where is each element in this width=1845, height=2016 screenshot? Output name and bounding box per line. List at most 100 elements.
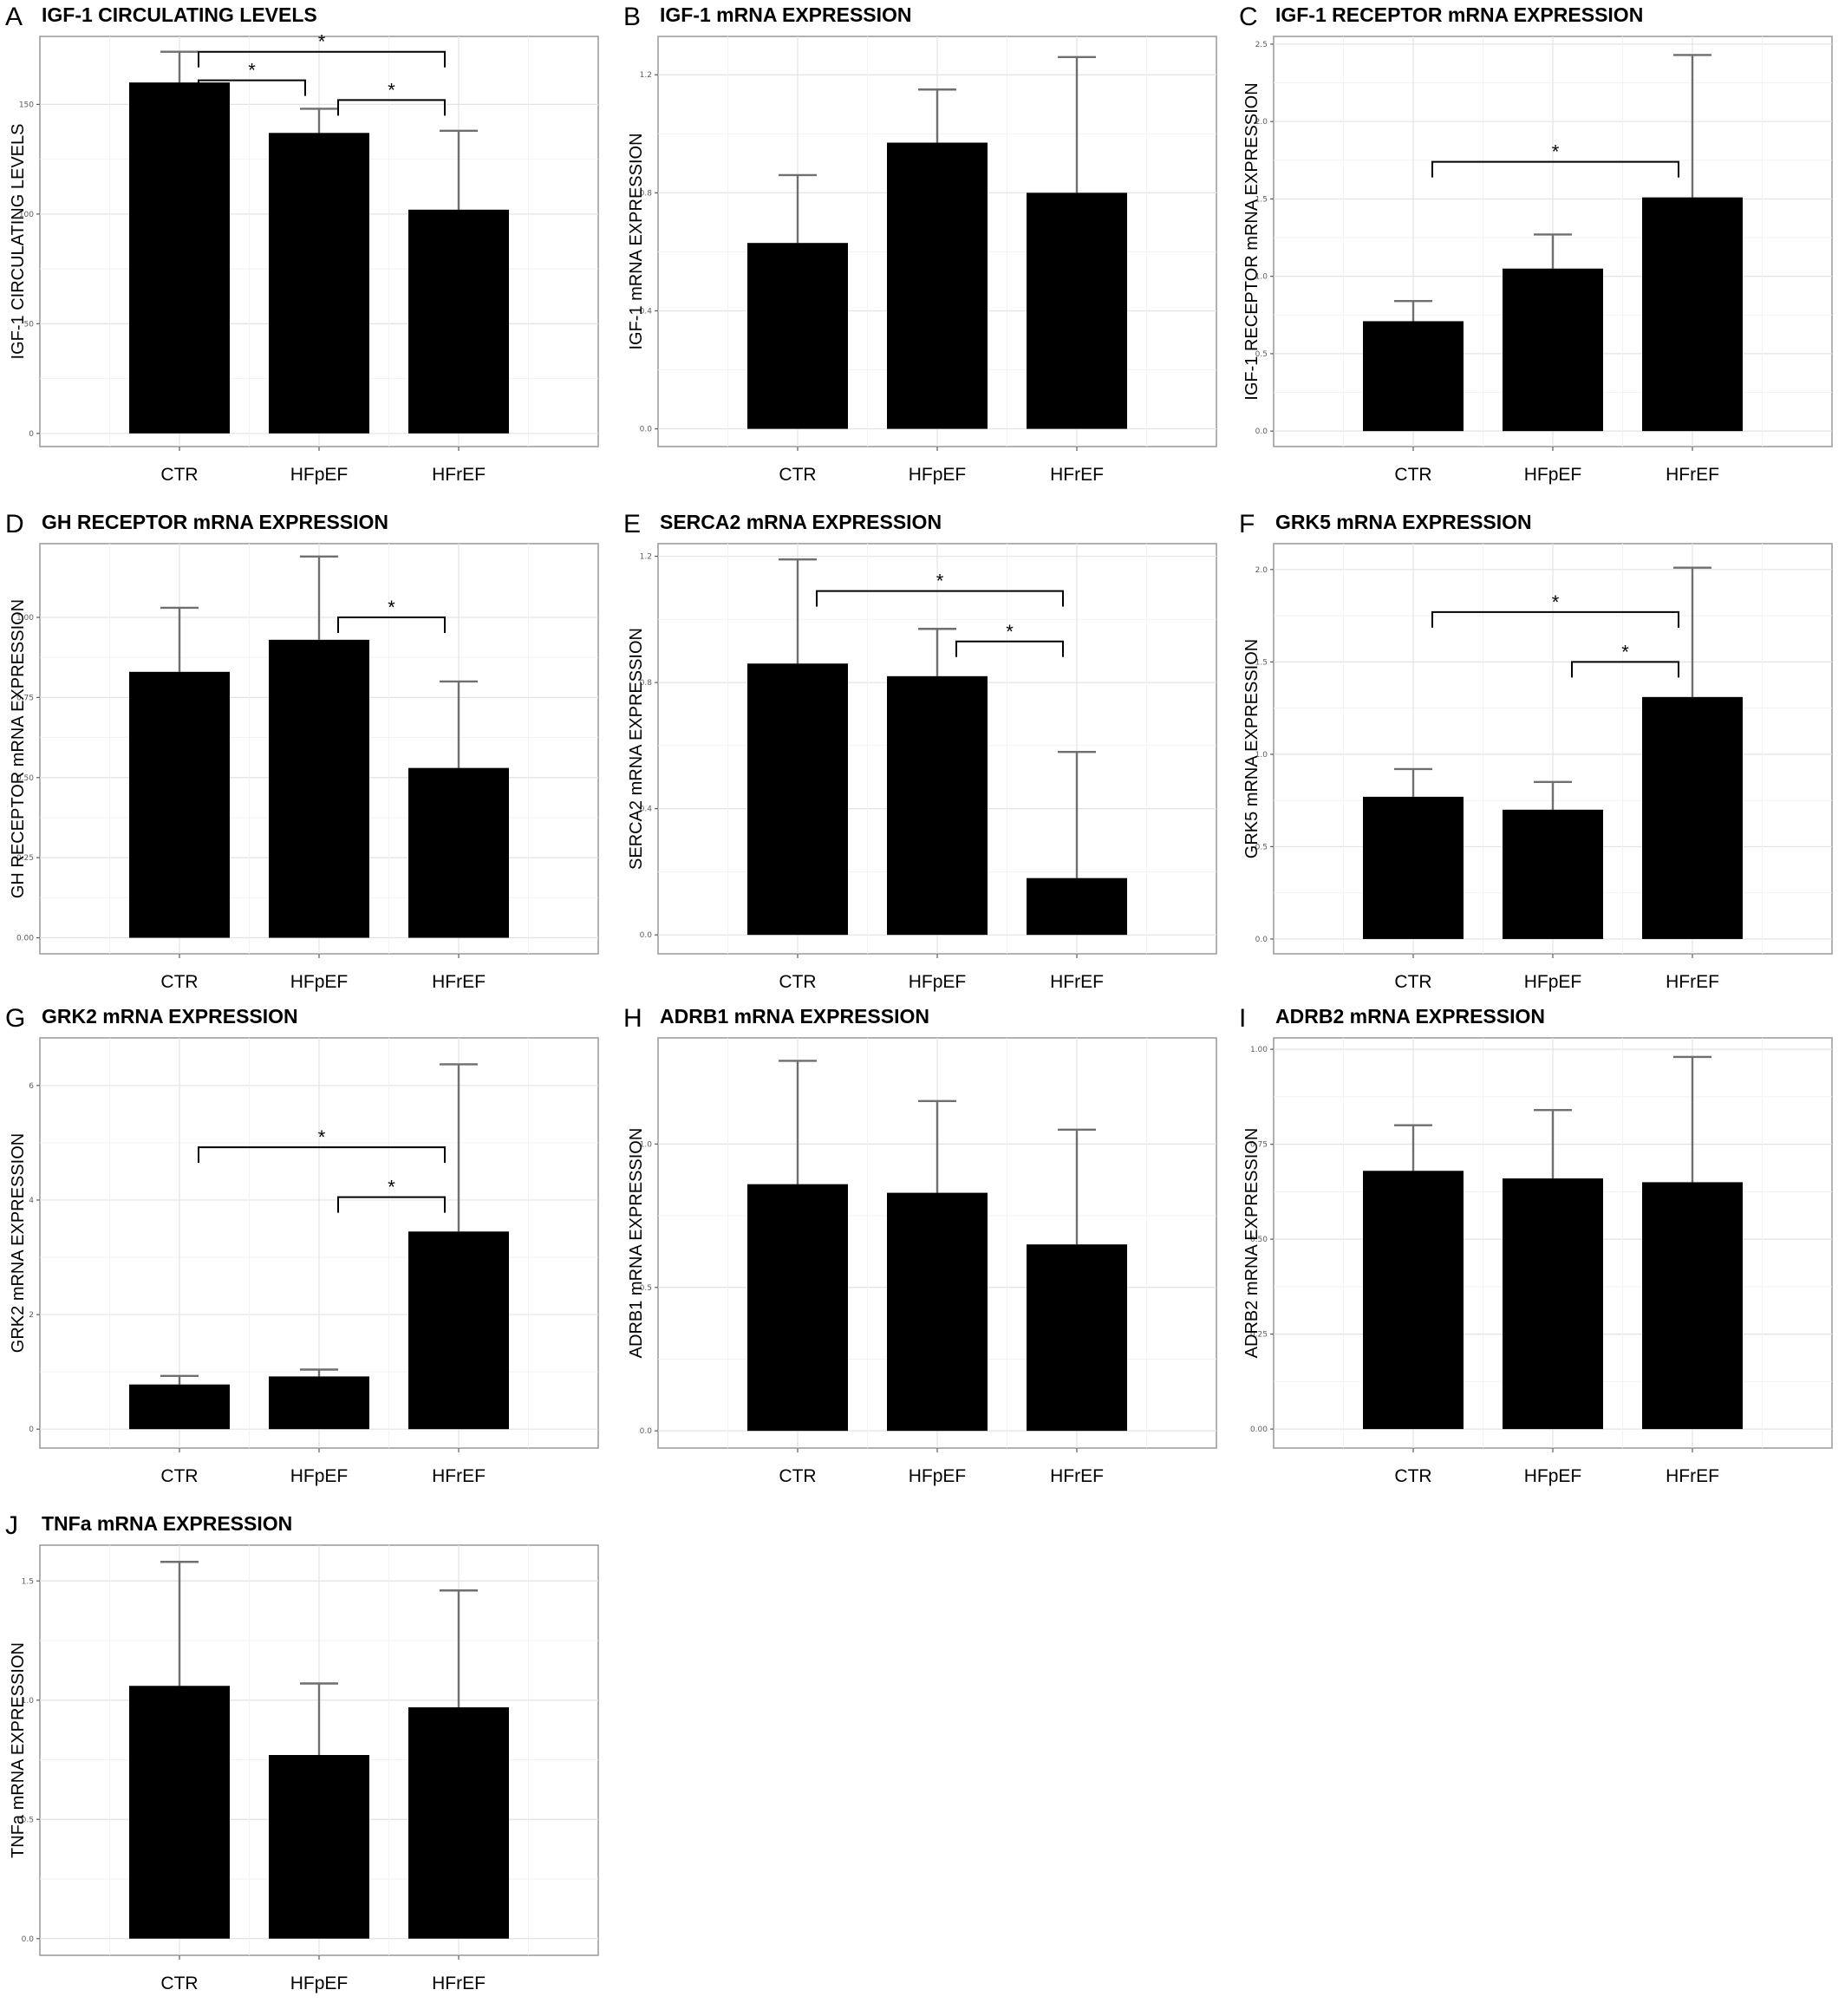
bar-hfref <box>408 209 509 434</box>
error-bar <box>300 1682 338 1755</box>
x-tick-label: HFpEF <box>290 1466 349 1486</box>
panel-f: 0.0 0.5 1.0 1.5 2.0 CTR HFpEF HFrEF * * GRK5 mRNA … <box>1234 507 1845 1015</box>
bar-hfpef <box>887 1192 988 1432</box>
y-tick-label: 0.0 <box>640 931 653 940</box>
chart-i: 0.00 0.25 0.50 0.75 1.00 CTR HFpEF HFrEF ADRB2 m… <box>1239 1004 1833 1486</box>
significance-star: * <box>318 1126 326 1148</box>
chart-e: 0.0 0.4 0.8 1.2 CTR HFpEF HFrEF * * SERCA2 mRNA E… <box>623 510 1217 992</box>
y-tick-label: 0.50 <box>1250 1236 1268 1244</box>
y-axis-label: TNFa mRNA EXPRESSION <box>9 1642 28 1858</box>
y-tick-label: 0.4 <box>640 307 653 316</box>
significance-star: * <box>936 571 944 592</box>
bar-ctr <box>129 1686 230 1939</box>
y-tick-label: 2.0 <box>1255 118 1268 127</box>
bar-hfref <box>408 1231 509 1430</box>
y-tick-label: 0.5 <box>640 1284 652 1293</box>
y-axis-label: IGF-1 RECEPTOR mRNA EXPRESSION <box>1242 82 1262 400</box>
error-bar <box>1534 233 1572 269</box>
significance-star: * <box>1552 591 1560 613</box>
error-bar <box>440 1063 478 1232</box>
y-tick-label: 1.0 <box>22 1697 35 1706</box>
error-bar <box>918 628 956 676</box>
error-bar <box>1058 750 1096 878</box>
x-tick-label: HFrEF <box>432 1466 486 1486</box>
significance-bracket: * <box>198 60 306 96</box>
x-tick-label: HFpEF <box>909 1466 967 1486</box>
error-bar <box>440 129 478 210</box>
significance-star: * <box>1006 621 1014 643</box>
error-bar <box>1058 55 1096 193</box>
panel-g: 0 2 4 6 CTR HFpEF HFrEF * * GRK2 mRNA EXPRESSION G… <box>0 1001 611 1509</box>
chart-g: 0 2 4 6 CTR HFpEF HFrEF * * GRK2 mRNA EXPRESSION G… <box>5 1004 599 1486</box>
y-tick-label: 4 <box>29 1197 34 1205</box>
panel-letter: J <box>5 1511 18 1540</box>
panel-letter: I <box>1239 1004 1246 1033</box>
significance-star: * <box>1621 641 1629 662</box>
bar-hfpef <box>269 133 369 434</box>
x-tick-label: CTR <box>779 1466 816 1486</box>
error-bar <box>1058 1128 1096 1245</box>
error-bar <box>300 555 338 640</box>
y-tick-label: 1.0 <box>1255 751 1268 760</box>
significance-star: * <box>388 1177 395 1198</box>
error-bar <box>160 606 199 672</box>
bar-hfpef <box>269 1755 369 1939</box>
y-tick-label: 0 <box>29 430 34 439</box>
bar-hfref <box>1027 1244 1127 1432</box>
significance-bracket: * <box>198 31 446 68</box>
x-tick-label: HFpEF <box>1524 972 1582 992</box>
x-tick-label: CTR <box>160 1974 198 1993</box>
y-axis-label: GRK2 mRNA EXPRESSION <box>9 1133 28 1353</box>
bar-ctr <box>129 671 230 938</box>
error-bar <box>160 1374 199 1385</box>
y-tick-label: 0.5 <box>1255 843 1268 851</box>
y-tick-label: 1.00 <box>1250 1046 1268 1054</box>
panel-h: 0.0 0.5 1.0 CTR HFpEF HFrEF ADRB1 mRNA EXPRESS… <box>618 1001 1229 1509</box>
error-bar <box>779 173 817 244</box>
bar-hfref <box>1642 197 1743 432</box>
significance-bracket: * <box>1571 641 1679 678</box>
chart-d: 0.00 0.25 0.50 0.75 1.00 CTR HFpEF HFrEF * GH REC… <box>5 510 599 992</box>
chart-f: 0.0 0.5 1.0 1.5 2.0 CTR HFpEF HFrEF * * GRK5 mRNA … <box>1239 510 1833 992</box>
y-tick-label: 0.4 <box>640 806 653 814</box>
y-axis-label: ADRB1 mRNA EXPRESSION <box>627 1128 646 1359</box>
x-tick-label: HFpEF <box>290 465 349 485</box>
x-tick-label: HFpEF <box>1524 1466 1582 1486</box>
significance-bracket: * <box>337 1177 446 1213</box>
panel-i: 0.00 0.25 0.50 0.75 1.00 CTR HFpEF HFrEF ADRB2 m… <box>1234 1001 1845 1509</box>
bar-ctr <box>1363 321 1464 432</box>
panel-letter: B <box>623 3 641 31</box>
significance-bracket: * <box>955 621 1064 657</box>
panel-d: 0.00 0.25 0.50 0.75 1.00 CTR HFpEF HFrEF * GH REC… <box>0 507 611 1015</box>
x-tick-label: HFrEF <box>1666 465 1719 485</box>
bar-hfpef <box>1503 1178 1603 1430</box>
y-tick-label: 0.25 <box>1250 1331 1268 1340</box>
y-tick-label: 1.0 <box>1255 273 1268 282</box>
error-bar <box>1394 300 1432 322</box>
panel-letter: G <box>5 1004 25 1033</box>
bar-hfref <box>1642 1182 1743 1430</box>
x-tick-label: HFrEF <box>1050 972 1104 992</box>
bar-ctr <box>129 1384 230 1430</box>
x-tick-label: HFrEF <box>1666 972 1719 992</box>
chart-h: 0.0 0.5 1.0 CTR HFpEF HFrEF ADRB1 mRNA EXPRESS… <box>623 1004 1217 1486</box>
x-tick-label: HFrEF <box>1050 1466 1104 1486</box>
significance-star: * <box>388 79 395 101</box>
y-axis-label: GH RECEPTOR mRNA EXPRESSION <box>9 599 28 898</box>
bar-hfref <box>1642 696 1743 939</box>
x-tick-label: CTR <box>1394 1466 1431 1486</box>
error-bar <box>779 558 817 664</box>
y-tick-label: 6 <box>29 1082 34 1091</box>
chart-j: 0.0 0.5 1.0 1.5 CTR HFpEF HFrEF TNFa mRNA EXPRE… <box>5 1511 599 1993</box>
y-tick-label: 150 <box>19 101 34 109</box>
chart-title: IGF-1 mRNA EXPRESSION <box>660 3 912 26</box>
y-tick-label: 100 <box>19 211 34 219</box>
error-bar <box>1534 1109 1572 1179</box>
y-tick-label: 1.5 <box>1255 658 1268 667</box>
panel-a: 0 50 100 150 CTR HFpEF HFrEF * * * IGF-1 CIRCULATI… <box>0 0 611 507</box>
bar-ctr <box>747 1184 848 1432</box>
x-tick-label: HFrEF <box>1050 465 1104 485</box>
y-axis-label: IGF-1 mRNA EXPRESSION <box>627 133 646 349</box>
error-bar <box>779 1060 817 1184</box>
